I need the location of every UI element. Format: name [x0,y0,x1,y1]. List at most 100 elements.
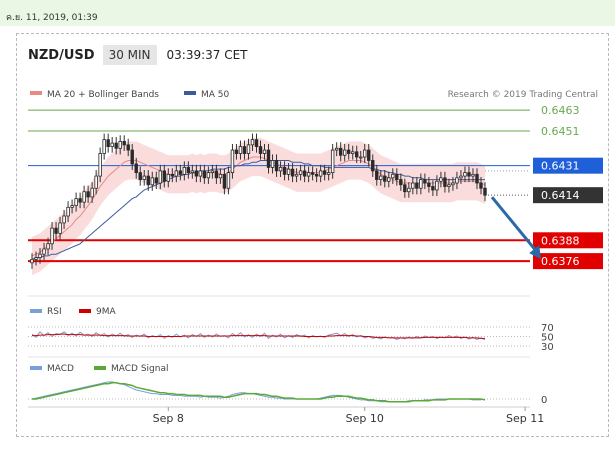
candle-body [174,170,179,177]
candle-body [294,173,299,177]
candle-body [391,173,395,179]
candle-body [162,170,166,182]
candle-body [114,142,118,149]
candle-body [230,149,235,174]
rsi-legend-label: RSI [47,307,62,317]
macd-signal-legend-swatch [94,366,106,370]
candle-body [58,222,62,234]
candle-body [122,140,126,146]
x-tick-label: Sep 8 [153,412,184,425]
candle-body [371,160,375,172]
candle-body [306,172,311,177]
candle-body [475,173,479,184]
candle-body [154,177,158,184]
candle-body [338,147,343,156]
candle-body [238,146,243,154]
candle-body [182,167,187,175]
candle-body [419,179,423,189]
candle-body [150,177,154,186]
bollinger-band [32,137,485,275]
candle-body [170,173,175,177]
candle-body [78,198,82,203]
candle-body [254,139,259,147]
candle-body [322,170,327,175]
candle-body [210,170,215,174]
candle-body [142,175,146,180]
support-label-box-0.6388 [533,232,603,249]
candle-body [318,170,323,177]
candle-body [330,149,335,174]
candle-body [102,139,106,154]
candle-body [138,172,142,180]
candle-body [387,177,391,182]
candle-body [130,149,134,165]
candle-body [403,184,407,193]
chart-header: NZD/USD 30 MIN 03:39:37 CET [28,44,248,66]
rsi-legend-swatch [30,309,42,313]
candle-body [383,175,387,182]
candle-body [190,170,195,174]
pivot-label: 0.6431 [541,160,580,173]
candle-body [342,149,347,156]
candle-body [431,186,435,191]
candle-body [459,175,463,179]
candle-body [214,170,219,179]
candle-body [222,173,227,189]
rsi-ma-legend-swatch [79,309,91,313]
candle-body [178,170,183,175]
candle-body [363,149,367,158]
candle-body [314,173,319,177]
candle-body [194,170,199,177]
macd-axis-0: 0 [541,395,547,406]
candle-body [407,187,411,193]
rsi-axis-30: 30 [541,342,554,353]
candle-body [483,187,487,196]
candle-body [110,142,114,147]
candle-body [463,172,467,177]
candle-body [290,168,295,177]
candle-body [258,146,263,154]
candle-body [246,144,251,154]
resistance-label-0.6451: 0.6451 [541,125,580,138]
candle-body [451,182,455,186]
x-tick-label: Sep 10 [346,412,384,425]
candle-body [66,206,70,217]
candle-body [302,170,307,177]
candle-body [278,167,283,172]
candle-body [415,182,419,189]
rsi-axis-50: 50 [541,333,554,344]
rsi-ma-legend-label: 9MA [96,307,116,317]
candle-body [346,149,351,154]
pivot-label-box [533,157,603,174]
candle-body [94,175,98,189]
candle-body [34,257,38,260]
macd-signal-line [32,382,486,403]
research-credit: Research © 2019 Trading Central [448,90,598,100]
candle-body [395,173,399,180]
candle-body [427,182,431,187]
candle-body [355,151,359,158]
timeframe-button[interactable]: 30 MIN [102,45,157,65]
candle-body [98,153,102,177]
candle-body [82,191,86,203]
candle-body [379,175,383,180]
candle-body [166,173,171,182]
candle-body [435,180,439,191]
ma50-line [31,160,485,260]
candle-body [70,205,74,208]
pair-label: NZD/USD [28,47,95,63]
candle-body [439,177,443,182]
candle-body [206,172,211,179]
candle-body [186,167,191,174]
candle-body [202,170,207,179]
candle-body [282,167,287,175]
candle-body [46,243,50,250]
bands-legend-label: MA 20 + Bollinger Bands [47,90,159,100]
candle-body [226,172,231,189]
clock-label: 03:39:37 CET [166,48,248,62]
date-bar: ค.ย. 11, 2019, 01:39 [0,0,615,26]
resistance-label-0.6463: 0.6463 [541,104,580,117]
ma50-legend-label: MA 50 [201,90,230,100]
candle-body [86,191,90,198]
